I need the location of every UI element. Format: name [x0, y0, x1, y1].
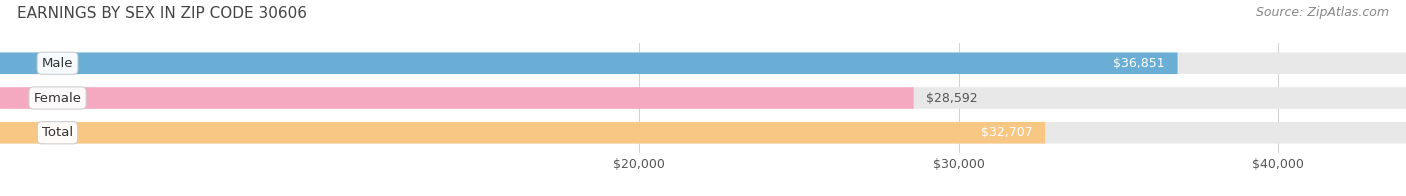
Text: Male: Male [42, 57, 73, 70]
Text: Source: ZipAtlas.com: Source: ZipAtlas.com [1256, 6, 1389, 19]
Text: Total: Total [42, 126, 73, 139]
Text: $36,851: $36,851 [1114, 57, 1164, 70]
FancyBboxPatch shape [0, 122, 1045, 143]
Text: Female: Female [34, 92, 82, 104]
FancyBboxPatch shape [0, 122, 1406, 143]
Text: $32,707: $32,707 [980, 126, 1032, 139]
FancyBboxPatch shape [0, 53, 1178, 74]
Text: EARNINGS BY SEX IN ZIP CODE 30606: EARNINGS BY SEX IN ZIP CODE 30606 [17, 6, 307, 21]
FancyBboxPatch shape [0, 87, 1406, 109]
Text: $28,592: $28,592 [927, 92, 979, 104]
FancyBboxPatch shape [0, 87, 914, 109]
FancyBboxPatch shape [0, 53, 1406, 74]
